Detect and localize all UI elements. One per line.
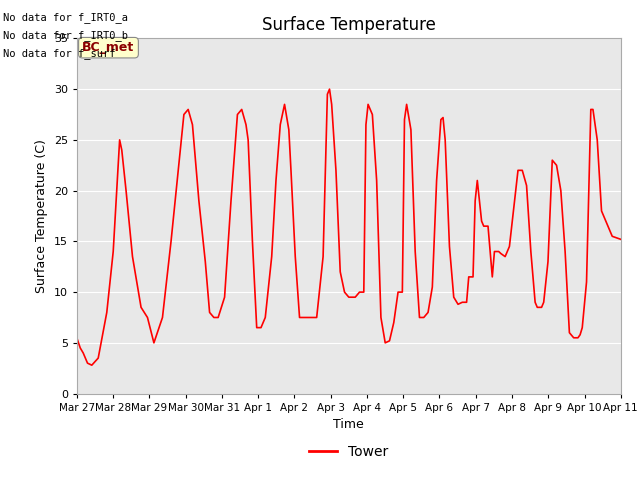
Text: No data for f_IRT0_a: No data for f_IRT0_a bbox=[3, 12, 128, 23]
Title: Surface Temperature: Surface Temperature bbox=[262, 16, 436, 34]
X-axis label: Time: Time bbox=[333, 418, 364, 431]
Text: No data for f_IRT0_b: No data for f_IRT0_b bbox=[3, 30, 128, 41]
Text: No data for f_surf: No data for f_surf bbox=[3, 48, 116, 60]
Legend: Tower: Tower bbox=[303, 440, 394, 465]
Text: BC_met: BC_met bbox=[83, 41, 134, 54]
Y-axis label: Surface Temperature (C): Surface Temperature (C) bbox=[35, 139, 48, 293]
